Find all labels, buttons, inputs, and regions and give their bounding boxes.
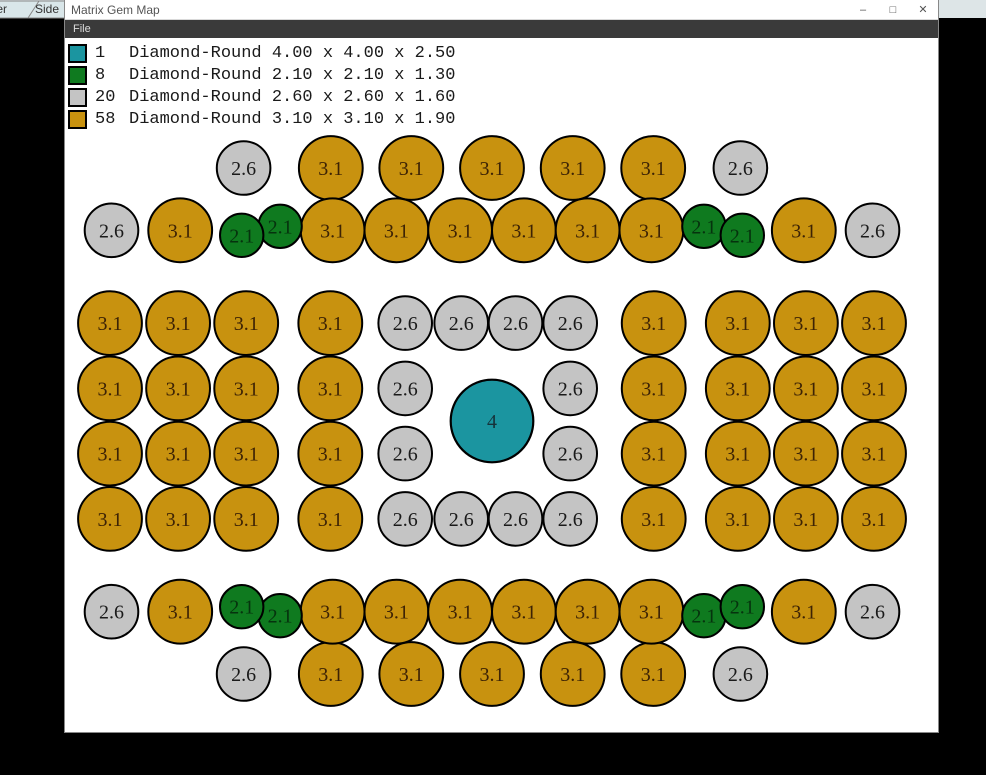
svg-text:3.1: 3.1 xyxy=(641,378,666,400)
svg-text:3.1: 3.1 xyxy=(560,158,585,180)
svg-text:2.6: 2.6 xyxy=(99,602,124,624)
svg-text:2.6: 2.6 xyxy=(558,444,583,466)
svg-text:3.1: 3.1 xyxy=(791,220,816,242)
svg-text:2.6: 2.6 xyxy=(393,509,418,531)
svg-text:3.1: 3.1 xyxy=(641,664,666,686)
svg-text:3.1: 3.1 xyxy=(168,602,193,624)
svg-text:2.6: 2.6 xyxy=(393,444,418,466)
svg-text:3.1: 3.1 xyxy=(480,664,505,686)
svg-text:3.1: 3.1 xyxy=(641,509,666,531)
svg-text:2.6: 2.6 xyxy=(728,664,753,686)
svg-text:3.1: 3.1 xyxy=(793,509,818,531)
svg-text:3.1: 3.1 xyxy=(862,378,887,400)
svg-text:3.1: 3.1 xyxy=(862,509,887,531)
svg-text:3.1: 3.1 xyxy=(399,664,424,686)
svg-text:2.6: 2.6 xyxy=(231,664,256,686)
svg-text:3.1: 3.1 xyxy=(511,220,536,242)
svg-text:3.1: 3.1 xyxy=(641,444,666,466)
svg-text:2.1: 2.1 xyxy=(730,225,755,247)
svg-text:3.1: 3.1 xyxy=(318,378,343,400)
svg-text:3.1: 3.1 xyxy=(98,444,123,466)
svg-text:2.6: 2.6 xyxy=(503,509,528,531)
svg-text:3.1: 3.1 xyxy=(384,602,409,624)
svg-text:3.1: 3.1 xyxy=(98,313,123,335)
svg-text:2.1: 2.1 xyxy=(730,597,755,619)
svg-text:3.1: 3.1 xyxy=(98,509,123,531)
svg-text:3.1: 3.1 xyxy=(318,158,343,180)
svg-text:2.6: 2.6 xyxy=(558,378,583,400)
svg-text:3.1: 3.1 xyxy=(168,220,193,242)
svg-text:3.1: 3.1 xyxy=(575,602,600,624)
svg-text:3.1: 3.1 xyxy=(166,444,191,466)
svg-text:2.1: 2.1 xyxy=(268,606,293,628)
svg-text:3.1: 3.1 xyxy=(98,378,123,400)
svg-text:3.1: 3.1 xyxy=(234,378,259,400)
svg-text:3.1: 3.1 xyxy=(560,664,585,686)
svg-text:2.6: 2.6 xyxy=(860,220,885,242)
svg-text:4: 4 xyxy=(487,411,497,433)
svg-text:2.6: 2.6 xyxy=(728,158,753,180)
svg-text:3.1: 3.1 xyxy=(793,444,818,466)
svg-text:3.1: 3.1 xyxy=(639,602,664,624)
svg-text:2.1: 2.1 xyxy=(691,216,716,238)
svg-text:3.1: 3.1 xyxy=(725,444,750,466)
svg-text:3.1: 3.1 xyxy=(793,378,818,400)
svg-text:3.1: 3.1 xyxy=(725,509,750,531)
svg-text:3.1: 3.1 xyxy=(448,220,473,242)
svg-text:3.1: 3.1 xyxy=(639,220,664,242)
svg-text:2.1: 2.1 xyxy=(229,597,254,619)
svg-text:2.6: 2.6 xyxy=(449,509,474,531)
svg-text:3.1: 3.1 xyxy=(384,220,409,242)
svg-text:3.1: 3.1 xyxy=(862,444,887,466)
svg-text:2.6: 2.6 xyxy=(503,313,528,335)
svg-text:3.1: 3.1 xyxy=(234,444,259,466)
svg-text:3.1: 3.1 xyxy=(234,509,259,531)
svg-text:3.1: 3.1 xyxy=(791,602,816,624)
svg-text:3.1: 3.1 xyxy=(318,313,343,335)
svg-text:3.1: 3.1 xyxy=(320,602,345,624)
svg-text:3.1: 3.1 xyxy=(575,220,600,242)
svg-text:2.6: 2.6 xyxy=(558,313,583,335)
svg-text:2.6: 2.6 xyxy=(449,313,474,335)
svg-text:3.1: 3.1 xyxy=(725,378,750,400)
svg-text:3.1: 3.1 xyxy=(862,313,887,335)
svg-text:2.6: 2.6 xyxy=(99,220,124,242)
svg-text:2.1: 2.1 xyxy=(229,225,254,247)
svg-text:2.6: 2.6 xyxy=(860,602,885,624)
svg-text:2.6: 2.6 xyxy=(393,378,418,400)
svg-text:3.1: 3.1 xyxy=(166,313,191,335)
svg-text:3.1: 3.1 xyxy=(234,313,259,335)
svg-text:3.1: 3.1 xyxy=(511,602,536,624)
svg-text:2.6: 2.6 xyxy=(393,313,418,335)
svg-text:2.6: 2.6 xyxy=(558,509,583,531)
svg-text:3.1: 3.1 xyxy=(318,664,343,686)
svg-text:3.1: 3.1 xyxy=(448,602,473,624)
svg-text:2.1: 2.1 xyxy=(268,216,293,238)
svg-text:3.1: 3.1 xyxy=(166,378,191,400)
svg-text:2.1: 2.1 xyxy=(691,606,716,628)
svg-text:3.1: 3.1 xyxy=(318,509,343,531)
svg-text:3.1: 3.1 xyxy=(318,444,343,466)
svg-text:3.1: 3.1 xyxy=(641,313,666,335)
svg-text:3.1: 3.1 xyxy=(166,509,191,531)
svg-text:3.1: 3.1 xyxy=(641,158,666,180)
svg-text:3.1: 3.1 xyxy=(725,313,750,335)
svg-text:3.1: 3.1 xyxy=(399,158,424,180)
svg-text:3.1: 3.1 xyxy=(480,158,505,180)
svg-text:3.1: 3.1 xyxy=(320,220,345,242)
svg-text:3.1: 3.1 xyxy=(793,313,818,335)
svg-text:2.6: 2.6 xyxy=(231,158,256,180)
